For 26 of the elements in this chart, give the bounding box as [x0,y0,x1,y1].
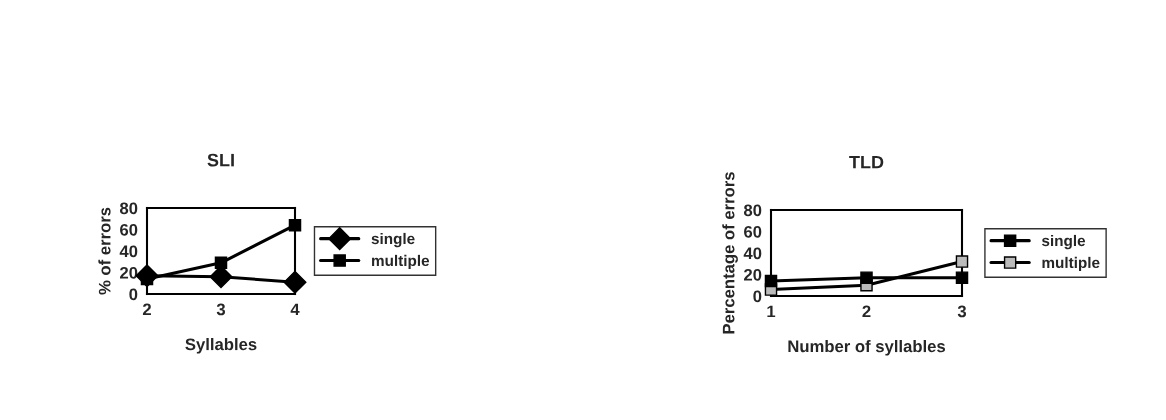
y-axis-title: Percentage of errors [722,172,738,334]
x-tick-label: 1 [767,305,776,318]
y-tick-label: 80 [119,202,138,215]
legend-label: single [371,232,415,248]
y-tick-label: 20 [120,266,138,279]
y-tick-label: 40 [743,247,762,260]
y-tick-label: 60 [120,223,138,236]
legend-label: multiple [372,254,430,270]
x-tick-label: 4 [290,303,300,316]
x-tick-label: 2 [142,303,151,316]
y-tick-label: 0 [753,290,762,303]
x-tick-label: 3 [957,305,967,318]
y-tick-label: 60 [744,225,762,238]
x-tick-label: 2 [862,305,871,318]
legend-label: multiple [1042,256,1100,272]
legend-label: single [1041,234,1086,250]
y-tick-label: 40 [119,245,138,258]
chart-title: SLI [207,153,234,167]
x-tick-label: 3 [216,303,226,316]
x-axis-title: Number of syllables [788,340,946,356]
y-axis-title: % of errors [98,207,111,295]
chart-title: TLD [849,155,884,169]
y-tick-label: 20 [744,268,762,281]
y-tick-label: 0 [129,288,138,301]
x-axis-title: Syllables [185,338,257,354]
y-tick-label: 80 [743,204,762,217]
